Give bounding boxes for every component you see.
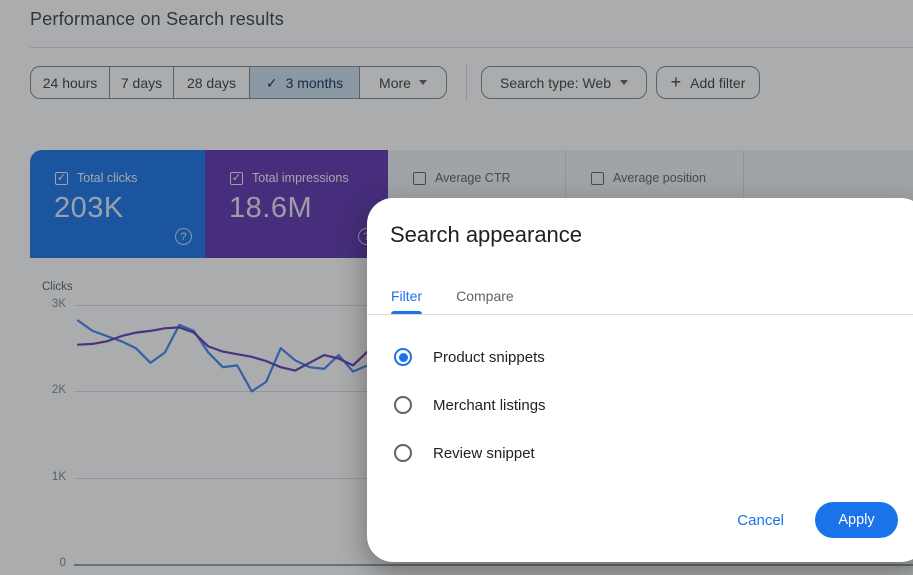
tab-label: Filter <box>391 288 422 304</box>
search-appearance-dialog: Search appearance Filter Compare Product… <box>367 198 913 562</box>
search-appearance-options: Product snippets Merchant listings Revie… <box>367 333 913 477</box>
option-label: Merchant listings <box>433 397 546 414</box>
radio-option-review-snippet[interactable]: Review snippet <box>367 429 913 477</box>
cancel-button[interactable]: Cancel <box>727 506 794 535</box>
apply-button[interactable]: Apply <box>815 502 898 538</box>
tab-filter[interactable]: Filter <box>391 278 422 314</box>
tab-compare[interactable]: Compare <box>456 278 514 314</box>
option-label: Product snippets <box>433 349 545 366</box>
radio-icon[interactable] <box>394 444 412 462</box>
radio-option-product-snippets[interactable]: Product snippets <box>367 333 913 381</box>
dialog-tabs: Filter Compare <box>367 278 913 315</box>
radio-icon[interactable] <box>394 396 412 414</box>
radio-icon[interactable] <box>394 348 412 366</box>
radio-option-merchant-listings[interactable]: Merchant listings <box>367 381 913 429</box>
dialog-title: Search appearance <box>390 222 582 248</box>
dialog-footer: Cancel Apply <box>367 501 913 539</box>
tab-label: Compare <box>456 288 514 304</box>
option-label: Review snippet <box>433 445 535 462</box>
